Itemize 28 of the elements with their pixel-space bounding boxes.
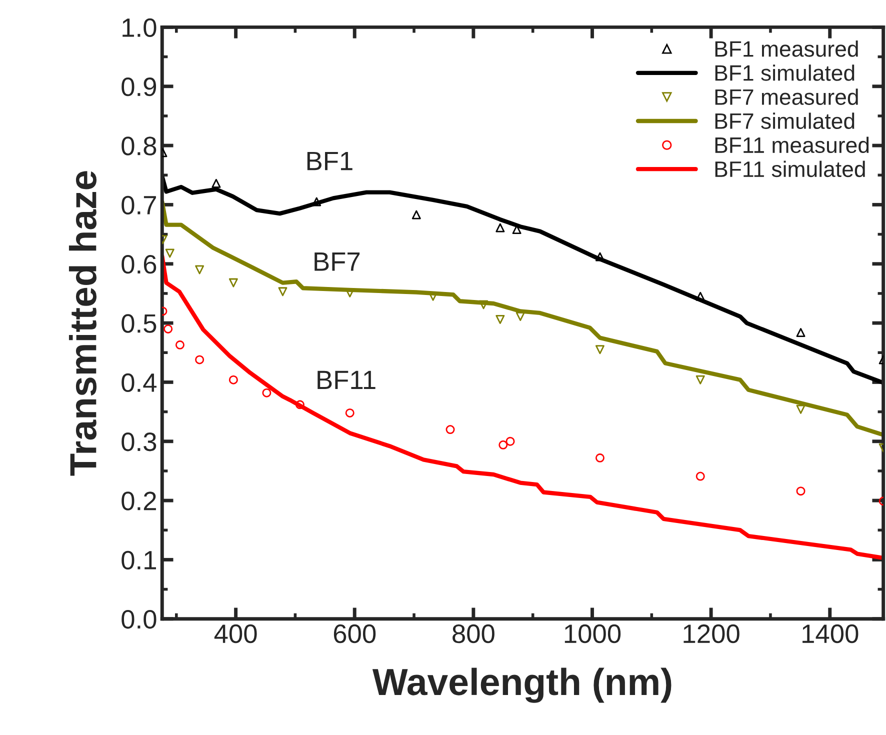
x-tick-label: 1400 — [802, 624, 858, 644]
y-tick-label: 0.5 — [122, 314, 156, 333]
annotation: BF7 — [314, 252, 360, 271]
y-tick-label: 0.0 — [122, 610, 156, 629]
annotation: BF11 — [318, 370, 376, 390]
x-tick-label: 600 — [334, 624, 376, 644]
legend-label: BF1 simulated — [715, 64, 854, 81]
y-axis-title: Transmitted haze — [68, 171, 97, 476]
legend-label: BF11 measured — [715, 136, 869, 154]
y-tick-label: 0.9 — [122, 77, 156, 96]
y-tick-label: 0.1 — [122, 550, 156, 570]
y-tick-label: 0.8 — [122, 136, 156, 156]
y-tick-label: 0.2 — [122, 492, 156, 510]
y-tick-label: 0.7 — [122, 196, 156, 215]
y-tick-label: 0.4 — [122, 373, 157, 392]
x-tick-label: 400 — [214, 624, 257, 644]
annotation: BF1 — [307, 152, 352, 170]
y-tick-label: 0.3 — [122, 432, 156, 452]
y-tick-label: 1.0 — [122, 18, 156, 38]
legend-label: BF1 measured — [715, 40, 858, 57]
x-axis-title: Wavelength (nm) — [372, 668, 672, 703]
x-tick-label: 800 — [452, 624, 494, 644]
legend-label: BF11 simulated — [715, 160, 865, 178]
y-tick-label: 0.6 — [122, 255, 156, 274]
x-tick-label: 1000 — [564, 624, 621, 644]
legend-label: BF7 simulated — [715, 112, 854, 129]
legend-label: BF7 measured — [715, 88, 858, 105]
x-tick-label: 1200 — [684, 624, 740, 644]
